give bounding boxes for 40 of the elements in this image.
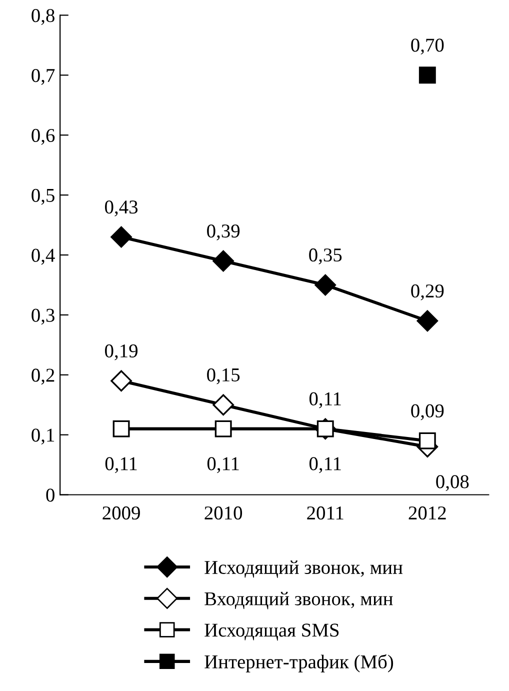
- data-label: 0,11: [207, 457, 239, 474]
- y-tick-label: 0: [46, 488, 54, 502]
- y-tick-label: 0,8: [32, 9, 54, 25]
- x-tick-label: 2011: [307, 506, 344, 520]
- point: [112, 420, 130, 438]
- legend-label: Исходящая SMS: [204, 624, 339, 641]
- point: [110, 370, 132, 392]
- legend-label: Интернет-трафик (Мб): [204, 654, 394, 672]
- data-label: 0,15: [207, 368, 240, 384]
- x-tick-label: 2010: [204, 506, 242, 520]
- data-label: 0,29: [411, 284, 444, 300]
- x-tick-label: 2012: [408, 506, 446, 520]
- legend-label: Входящий звонок, мин: [204, 592, 393, 610]
- point: [314, 274, 336, 296]
- data-label: 0,19: [105, 344, 138, 360]
- data-label: 0,08: [436, 475, 469, 492]
- y-tick-label: 0,2: [32, 368, 54, 385]
- point: [416, 310, 438, 332]
- y-tick-label: 0,5: [32, 188, 54, 205]
- point: [418, 432, 436, 450]
- data-label: 0,70: [411, 38, 444, 55]
- point: [110, 226, 132, 248]
- data-label: 0,43: [105, 200, 138, 216]
- y-tick-label: 0,3: [32, 308, 54, 325]
- point: [214, 420, 232, 438]
- y-tick-label: 0,6: [32, 128, 55, 145]
- y-tick-label: 0,7: [32, 68, 55, 85]
- y-tick-label: 0,1: [32, 428, 54, 445]
- point: [212, 394, 234, 416]
- data-label: 0,35: [309, 248, 342, 264]
- data-label: 0,09: [411, 404, 444, 420]
- data-label: 0,39: [207, 224, 240, 240]
- data-label: 0,11: [309, 457, 341, 474]
- legend-label: Исходящий звонок, мин: [204, 560, 403, 578]
- data-label: 0,11: [105, 457, 137, 474]
- x-tick-label: 2009: [102, 506, 140, 520]
- point: [418, 66, 436, 84]
- point: [212, 250, 234, 272]
- data-label: 0,11: [309, 392, 341, 408]
- y-tick-label: 0,4: [32, 248, 55, 265]
